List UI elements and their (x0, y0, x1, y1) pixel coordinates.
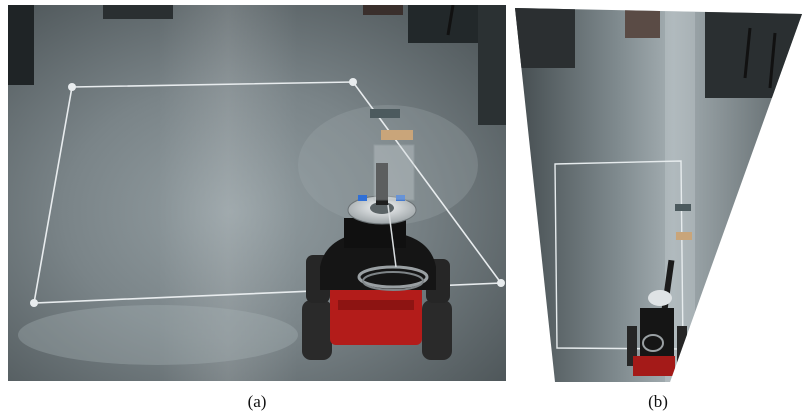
wheel-front-left (302, 300, 332, 360)
warped-photo-b (515, 8, 803, 382)
marker-card (370, 109, 400, 118)
caption-b: (b) (633, 392, 683, 412)
caption-a: (a) (232, 392, 282, 412)
wheel-front-right (422, 300, 452, 360)
target-tag (381, 130, 413, 140)
overhead-photo-a (8, 5, 506, 381)
photo-panel-b (515, 8, 803, 382)
robot-chassis (330, 283, 422, 345)
photo-panel-a (8, 5, 506, 381)
furniture-top-left (8, 5, 34, 85)
